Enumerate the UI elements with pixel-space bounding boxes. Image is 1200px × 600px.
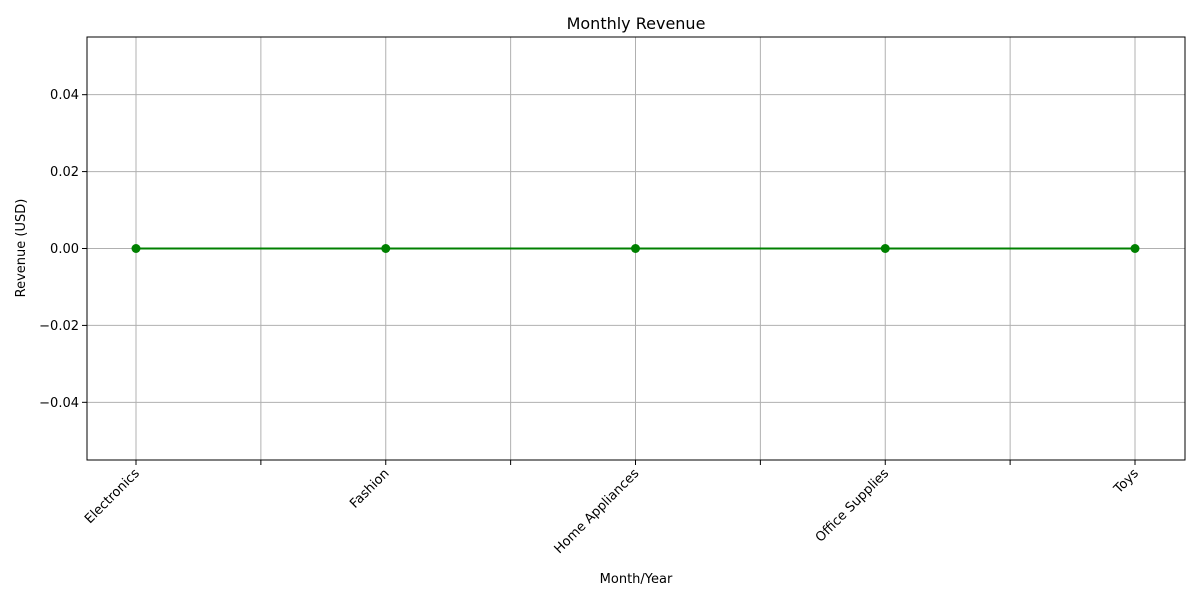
data-point (1130, 244, 1140, 253)
chart-title: Monthly Revenue (567, 14, 706, 33)
y-tick-label: −0.04 (39, 396, 79, 411)
data-point (880, 244, 890, 253)
data-point (131, 244, 141, 253)
x-axis-label: Month/Year (600, 572, 673, 587)
y-tick-label: 0.02 (50, 165, 79, 180)
y-axis-label: Revenue (USD) (14, 199, 29, 298)
data-point (631, 244, 640, 253)
series-layer (131, 244, 1140, 253)
data-point (381, 244, 391, 253)
y-tick-label: 0.04 (50, 88, 79, 103)
y-tick-label: −0.02 (39, 319, 79, 334)
y-tick-label: 0.00 (50, 242, 79, 257)
grid (87, 37, 1185, 460)
